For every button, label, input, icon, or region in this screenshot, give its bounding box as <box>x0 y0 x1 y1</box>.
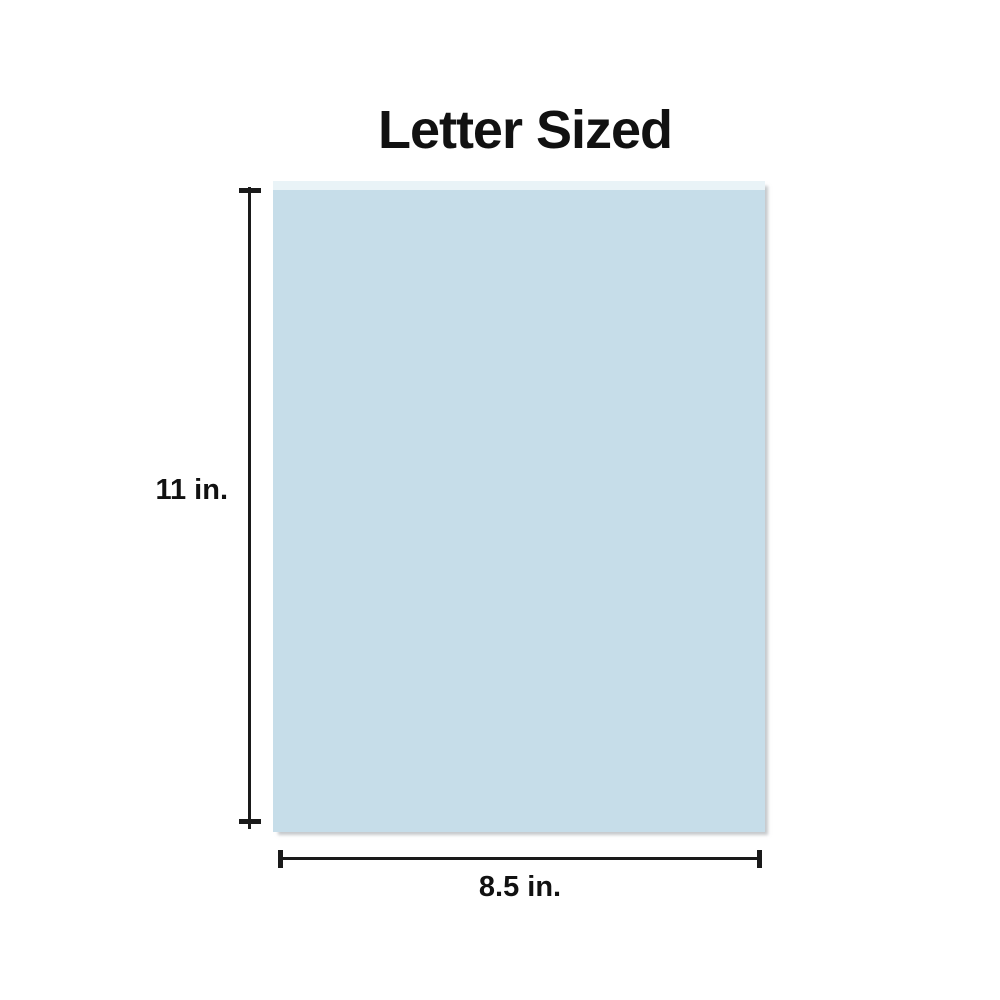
height-dimension-top-cap <box>239 188 261 193</box>
width-dimension-left-tick <box>278 850 283 868</box>
width-dimension-label: 8.5 in. <box>478 871 562 903</box>
height-dimension-label: 11 in. <box>155 474 228 506</box>
width-dimension-line <box>280 857 761 860</box>
height-dimension-bottom-cap <box>239 819 261 824</box>
height-dimension-line <box>248 187 251 829</box>
width-dimension-right-tick <box>757 850 762 868</box>
paper-rectangle <box>273 181 765 832</box>
diagram-title: Letter Sized <box>377 100 673 160</box>
